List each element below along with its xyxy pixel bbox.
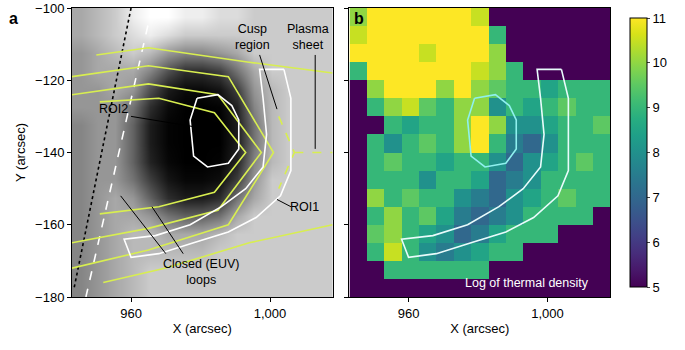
svg-text:−100: −100 xyxy=(35,1,64,16)
svg-text:Cuspregion: Cuspregion xyxy=(235,22,270,52)
svg-text:b: b xyxy=(354,10,364,27)
svg-text:X (arcsec): X (arcsec) xyxy=(173,321,232,336)
svg-text:−120: −120 xyxy=(35,73,64,88)
svg-text:−180: −180 xyxy=(35,290,64,305)
svg-text:a: a xyxy=(9,10,18,27)
svg-text:11: 11 xyxy=(653,11,667,26)
svg-text:5: 5 xyxy=(653,280,660,295)
svg-text:ROI2: ROI2 xyxy=(99,102,128,116)
svg-text:8: 8 xyxy=(653,145,660,160)
svg-text:10: 10 xyxy=(653,55,667,70)
svg-text:7: 7 xyxy=(653,190,660,205)
svg-text:Closed (EUV)loops: Closed (EUV)loops xyxy=(163,257,239,287)
svg-text:Plasmasheet: Plasmasheet xyxy=(287,22,329,52)
svg-text:ROI1: ROI1 xyxy=(290,200,319,214)
svg-text:Log of thermal density: Log of thermal density xyxy=(465,276,589,290)
svg-text:6: 6 xyxy=(653,235,660,250)
svg-text:960: 960 xyxy=(398,306,420,321)
svg-text:1,000: 1,000 xyxy=(531,306,564,321)
svg-text:−140: −140 xyxy=(35,145,64,160)
svg-text:X (arcsec): X (arcsec) xyxy=(450,321,509,336)
svg-text:Y (arcsec): Y (arcsec) xyxy=(13,123,28,182)
svg-text:1,000: 1,000 xyxy=(254,306,287,321)
svg-text:960: 960 xyxy=(120,306,142,321)
svg-text:−160: −160 xyxy=(35,217,64,232)
svg-text:9: 9 xyxy=(653,100,660,115)
